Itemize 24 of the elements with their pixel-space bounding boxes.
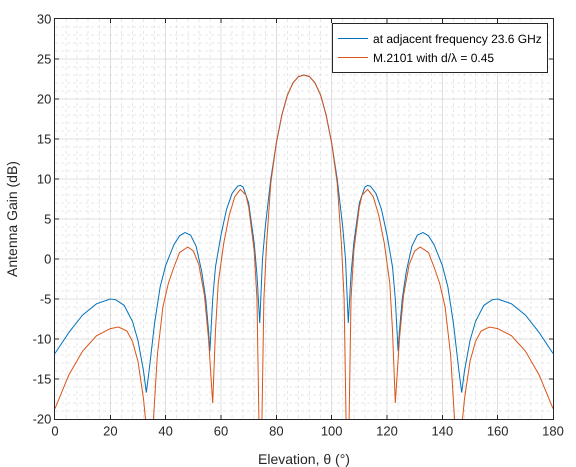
x-tick-label: 120 (376, 424, 398, 439)
x-tick-label: 20 (103, 424, 118, 439)
x-tick-label: 40 (158, 424, 173, 439)
x-tick-label: 180 (542, 424, 564, 439)
x-tick-label: 80 (269, 424, 284, 439)
x-tick-label: 100 (320, 424, 343, 439)
y-tick-label: -20 (32, 412, 52, 427)
y-tick-label: 10 (36, 172, 52, 187)
y-tick-label: -15 (32, 372, 52, 387)
y-tick-label: 0 (44, 252, 52, 267)
legend-label: M.2101 with d/λ = 0.45 (373, 51, 494, 66)
x-tick-label: 60 (214, 424, 228, 439)
y-tick-label: 30 (36, 12, 52, 27)
x-tick-label: 140 (431, 424, 454, 439)
x-axis-title: Elevation, θ (°) (258, 451, 350, 467)
y-tick-label: 25 (36, 52, 52, 67)
y-axis-title: Antenna Gain (dB) (4, 161, 20, 277)
legend-label: at adjacent frequency 23.6 GHz (373, 32, 542, 46)
y-tick-label: 5 (44, 212, 52, 227)
x-tick-label: 160 (486, 424, 509, 439)
y-tick-label: 20 (36, 92, 52, 107)
y-tick-label: -10 (32, 332, 52, 347)
y-tick-label: -5 (40, 292, 52, 307)
y-tick-label: 15 (36, 132, 52, 147)
